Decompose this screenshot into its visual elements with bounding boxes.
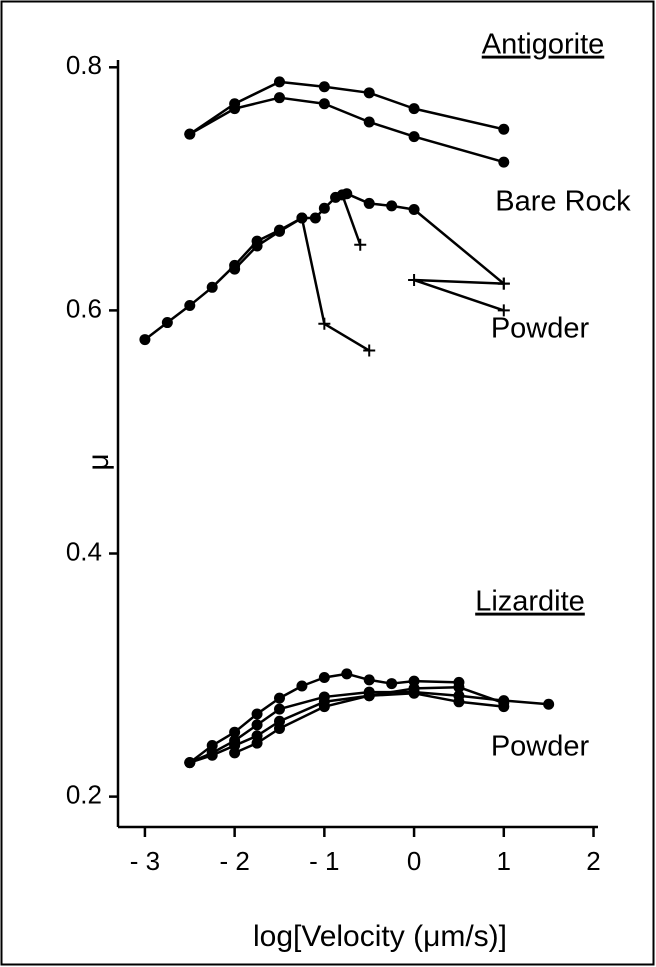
circle-marker	[408, 131, 420, 143]
plus-marker	[318, 317, 331, 330]
circle-marker	[229, 740, 241, 752]
plus-marker	[497, 277, 510, 290]
series-line	[341, 194, 362, 246]
circle-marker	[318, 98, 330, 110]
circle-marker	[386, 200, 398, 212]
circle-marker	[229, 263, 241, 275]
y-tick-label: 0.8	[66, 50, 102, 80]
x-axis-label: log[Velocity (μm/s)]	[253, 920, 507, 953]
circle-marker	[318, 81, 330, 93]
circle-marker	[206, 281, 218, 293]
circle-marker	[498, 156, 510, 168]
circle-marker	[184, 128, 196, 140]
circle-marker	[408, 204, 420, 216]
plus-marker	[497, 304, 510, 317]
plus-marker	[363, 344, 376, 357]
x-tick-label: - 2	[219, 846, 249, 876]
series-line	[189, 685, 505, 764]
circle-marker	[251, 708, 263, 720]
x-tick-label: 1	[497, 846, 511, 876]
circle-marker	[251, 240, 263, 252]
circle-marker	[273, 692, 285, 704]
circle-marker	[318, 671, 330, 683]
series-line	[144, 192, 505, 341]
circle-marker	[318, 202, 330, 214]
circle-marker	[273, 703, 285, 715]
circle-marker	[296, 212, 308, 224]
circle-marker	[363, 87, 375, 99]
circle-marker	[336, 189, 348, 201]
y-axis-label: μ	[82, 453, 115, 470]
circle-marker	[251, 719, 263, 731]
circle-marker	[386, 678, 398, 690]
circle-marker	[363, 197, 375, 209]
x-tick-label: 2	[586, 846, 600, 876]
circle-marker	[543, 698, 555, 710]
circle-marker	[318, 696, 330, 708]
plus-marker	[408, 274, 421, 287]
plus-marker	[354, 238, 367, 251]
circle-marker	[139, 334, 151, 346]
circle-marker	[229, 103, 241, 115]
circle-marker	[498, 697, 510, 709]
circle-marker	[273, 225, 285, 237]
circle-marker	[498, 123, 510, 135]
circle-marker	[363, 116, 375, 128]
circle-marker	[408, 682, 420, 694]
y-tick-label: 0.2	[66, 779, 102, 809]
annotation: Lizardite	[475, 586, 585, 618]
circle-marker	[363, 674, 375, 686]
x-tick-label: - 3	[130, 846, 160, 876]
annotation: Powder	[491, 313, 590, 345]
circle-marker	[184, 757, 196, 769]
circle-marker	[229, 726, 241, 738]
x-tick-label: 0	[407, 846, 421, 876]
circle-marker	[184, 300, 196, 312]
circle-marker	[273, 92, 285, 104]
y-tick-label: 0.4	[66, 536, 102, 566]
x-tick-label: - 1	[309, 846, 339, 876]
circle-marker	[341, 668, 353, 680]
circle-marker	[296, 680, 308, 692]
circle-marker	[206, 749, 218, 761]
circle-marker	[161, 317, 173, 329]
y-tick-label: 0.6	[66, 293, 102, 323]
annotation: Antigorite	[482, 29, 605, 61]
circle-marker	[363, 690, 375, 702]
annotation: Bare Rock	[495, 186, 631, 218]
circle-marker	[251, 730, 263, 742]
circle-marker	[309, 212, 321, 224]
circle-marker	[453, 681, 465, 693]
circle-marker	[273, 715, 285, 727]
circle-marker	[273, 76, 285, 88]
circle-marker	[453, 696, 465, 708]
circle-marker	[408, 103, 420, 115]
annotation: Powder	[491, 731, 590, 763]
